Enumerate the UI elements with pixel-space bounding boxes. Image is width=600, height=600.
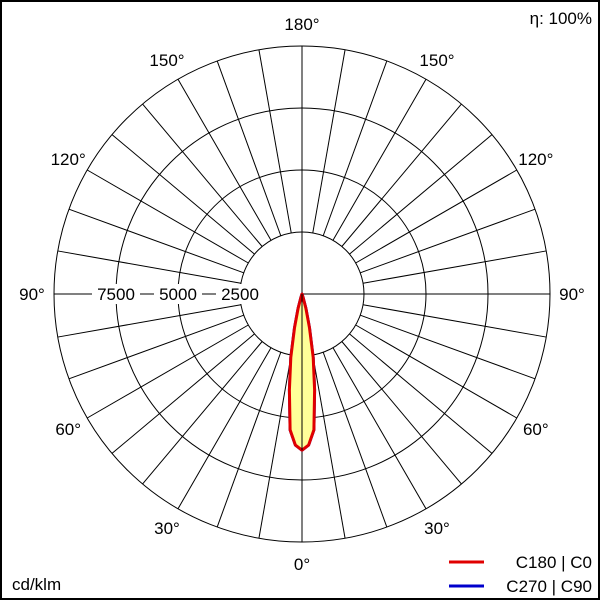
angle-label: 30° bbox=[424, 519, 450, 538]
grid-spoke bbox=[349, 134, 493, 255]
grid-spoke bbox=[332, 347, 427, 510]
grid-spoke bbox=[322, 352, 388, 528]
angle-label: 60° bbox=[55, 420, 81, 439]
grid-spoke bbox=[349, 333, 493, 454]
radial-tick-label: 5000 bbox=[159, 285, 197, 304]
grid-spoke bbox=[360, 314, 536, 380]
grid-spoke bbox=[312, 354, 346, 539]
grid-spoke bbox=[355, 324, 518, 419]
grid-spoke bbox=[355, 169, 518, 264]
grid-spoke bbox=[57, 304, 242, 338]
radial-tick-label: 2500 bbox=[221, 285, 259, 304]
angle-label: 0° bbox=[294, 555, 310, 574]
legend-label: C180 | C0 bbox=[516, 553, 592, 572]
efficiency-label: η: 100% bbox=[530, 9, 592, 28]
angle-label: 120° bbox=[518, 150, 553, 169]
tick-label-bg bbox=[154, 284, 202, 304]
angle-label: 180° bbox=[284, 15, 319, 34]
grid-spoke bbox=[142, 341, 263, 485]
tick-label-bg bbox=[216, 284, 264, 304]
grid-spoke bbox=[111, 333, 255, 454]
grid-spoke bbox=[177, 78, 272, 241]
grid-spoke bbox=[142, 103, 263, 247]
angle-label: 150° bbox=[149, 51, 184, 70]
grid-spoke bbox=[341, 341, 462, 485]
angle-label: 90° bbox=[19, 285, 45, 304]
grid-spoke bbox=[57, 250, 242, 284]
grid-spoke bbox=[341, 103, 462, 247]
grid-spoke bbox=[216, 352, 282, 528]
radial-tick-label: 7500 bbox=[97, 285, 135, 304]
angle-label: 60° bbox=[523, 420, 549, 439]
grid-spoke bbox=[312, 49, 346, 234]
grid-spoke bbox=[362, 304, 547, 338]
grid-spoke bbox=[258, 354, 292, 539]
grid-spoke bbox=[111, 134, 255, 255]
tick-label-bg bbox=[92, 284, 140, 304]
grid-spoke bbox=[360, 208, 536, 274]
grid-spoke bbox=[322, 60, 388, 236]
grid-spoke bbox=[86, 324, 249, 419]
angle-label: 30° bbox=[154, 519, 180, 538]
grid-spoke bbox=[86, 169, 249, 264]
grid-spoke bbox=[332, 78, 427, 241]
legend-label: C270 | C90 bbox=[506, 577, 592, 596]
grid-spoke bbox=[216, 60, 282, 236]
grid-spoke bbox=[362, 250, 547, 284]
angle-label: 90° bbox=[559, 285, 585, 304]
angle-label: 150° bbox=[419, 51, 454, 70]
grid-spoke bbox=[68, 314, 244, 380]
grid-spoke bbox=[258, 49, 292, 234]
grid-spoke bbox=[68, 208, 244, 274]
angle-label: 120° bbox=[51, 150, 86, 169]
grid-spoke bbox=[177, 347, 272, 510]
unit-label: cd/klm bbox=[12, 575, 61, 594]
